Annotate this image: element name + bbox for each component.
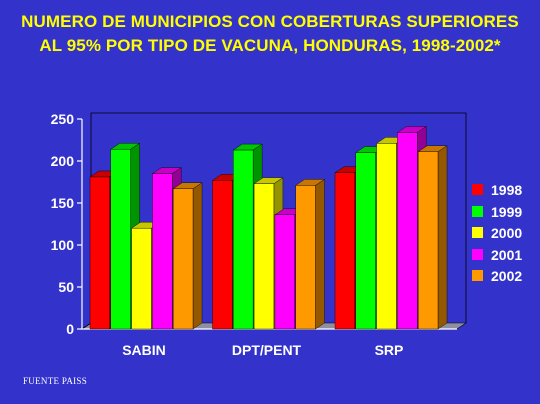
x-category-label: SABIN <box>122 342 166 358</box>
x-category-label: DPT/PENT <box>232 342 302 358</box>
bar-2002-DPT/PENT <box>295 185 316 330</box>
bar-2002-SABIN-side <box>192 182 203 330</box>
y-tick-label: 150 <box>51 195 75 211</box>
legend-swatch <box>472 184 483 195</box>
y-tick-label: 0 <box>66 321 74 337</box>
chart-title-line-2: AL 95% POR TIPO DE VACUNA, HONDURAS, 199… <box>39 36 501 55</box>
legend-swatch <box>472 205 483 217</box>
bar-2000-SRP <box>376 143 397 330</box>
legend-swatch <box>472 248 483 260</box>
bar-2000-DPT/PENT <box>253 183 275 330</box>
bar-2002-SRP-side <box>437 145 448 330</box>
bar-2001-SABIN <box>152 173 173 330</box>
legend-label: 1999 <box>491 203 523 220</box>
bar-2001-DPT/PENT <box>274 214 295 330</box>
y-tick-label: 100 <box>51 237 75 253</box>
legend-label: 2000 <box>491 225 523 241</box>
chart-title-line-1: NUMERO DE MUNICIPIOS CON COBERTURAS SUPE… <box>21 12 519 31</box>
bar-2002-SABIN <box>172 188 194 330</box>
bar-2000-SABIN <box>131 227 152 330</box>
bar-1999-DPT/PENT <box>233 149 254 330</box>
bar-1998-DPT/PENT <box>212 180 233 330</box>
bar-2002-SRP <box>418 151 439 330</box>
legend-label: 2001 <box>491 246 523 263</box>
x-category-label: SRP <box>375 342 404 358</box>
y-tick-label: 200 <box>51 153 75 169</box>
bar-1999-SABIN <box>110 149 131 330</box>
bar-1998-SRP <box>334 172 355 330</box>
y-tick-label: 50 <box>58 279 74 295</box>
legend-label: 2002 <box>491 268 523 284</box>
legend-label: 1998 <box>491 182 523 198</box>
legend-swatch <box>472 270 483 281</box>
y-tick-label: 250 <box>51 111 75 127</box>
bar-2002-DPT/PENT-side <box>315 178 325 330</box>
bar-1998-SABIN <box>89 176 110 330</box>
chart-side-edge <box>81 322 92 330</box>
source-note: FUENTE PAISS <box>23 376 88 386</box>
chart-title: NUMERO DE MUNICIPIOS CON COBERTURAS SUPE… <box>0 10 540 58</box>
legend-swatch <box>472 227 483 238</box>
bar-1999-SRP <box>355 152 376 330</box>
bar-2001-SRP <box>397 132 418 330</box>
